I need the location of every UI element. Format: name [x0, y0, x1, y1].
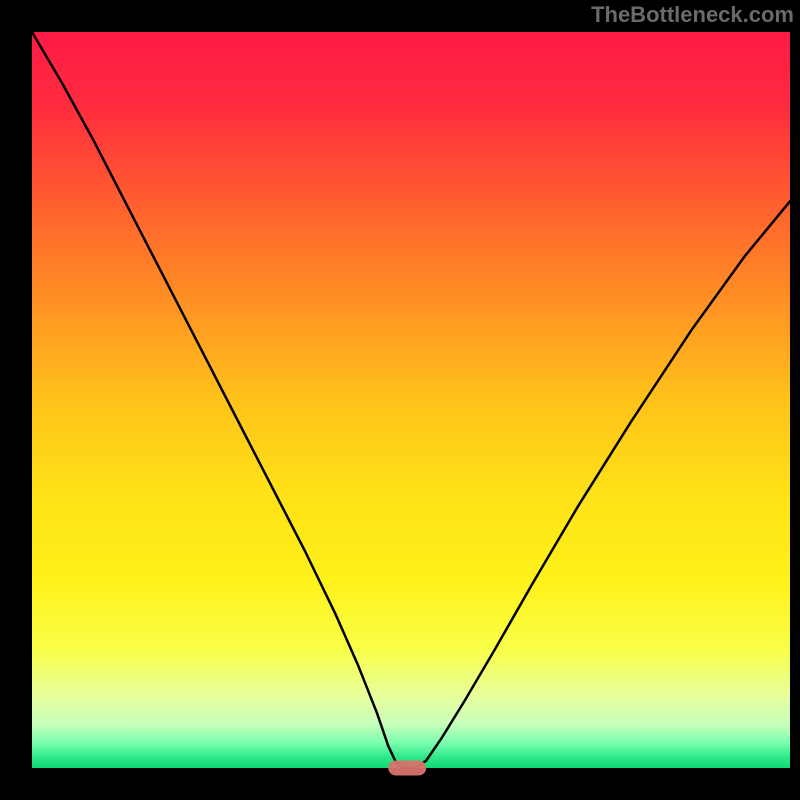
- optimal-marker: [388, 761, 426, 776]
- watermark-text: TheBottleneck.com: [591, 2, 794, 28]
- bottleneck-chart: [0, 0, 800, 800]
- plot-background: [32, 32, 790, 768]
- chart-container: TheBottleneck.com: [0, 0, 800, 800]
